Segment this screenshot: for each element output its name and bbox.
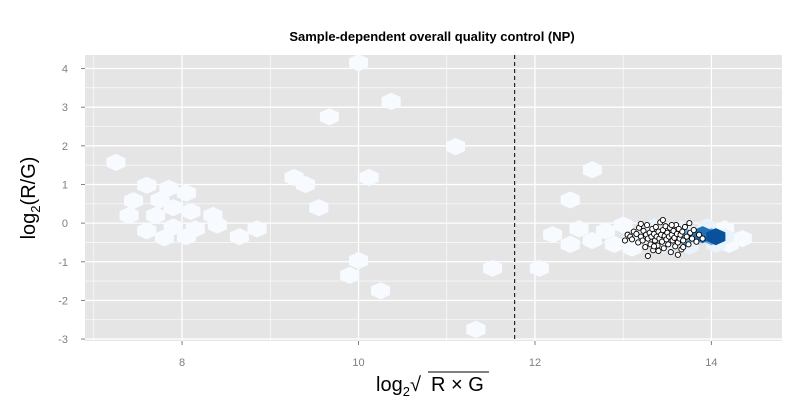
hexbin (176, 184, 196, 202)
hexbin (596, 222, 616, 240)
y-axis-label: log2(R/G) (18, 157, 43, 240)
data-point (652, 223, 659, 231)
x-label-subscript: 2 (403, 384, 410, 399)
data-point (681, 223, 688, 231)
data-point (668, 222, 675, 229)
hexbin (159, 179, 179, 197)
hexbin (381, 92, 401, 110)
hexbin (146, 206, 166, 224)
chart-title: Sample-dependent overall quality control… (289, 29, 574, 44)
hexbin (137, 176, 157, 194)
hexbin (229, 228, 249, 246)
hexbin (349, 54, 368, 72)
data-point (683, 233, 690, 240)
data-point (633, 230, 640, 237)
hexbin (371, 282, 391, 300)
y-tick-label: -3 (58, 334, 68, 346)
data-point (637, 220, 644, 227)
y-tick-label: 4 (62, 64, 68, 76)
y-label-subscript: 2 (28, 205, 43, 212)
data-point (690, 227, 697, 234)
hexbin (543, 226, 563, 244)
data-point (667, 249, 674, 256)
y-tick-label: 0 (62, 218, 68, 230)
data-point (693, 238, 700, 245)
x-axis-label: log2√ R × G (376, 371, 489, 399)
data-point (660, 245, 667, 252)
y-tick-label: 3 (62, 102, 68, 114)
data-point (659, 216, 666, 224)
hexbin (106, 153, 126, 171)
data-point (621, 237, 629, 244)
hexbin (181, 202, 201, 221)
data-point (679, 228, 686, 235)
hexbin (582, 231, 602, 250)
data-point (688, 235, 696, 242)
hexbin (706, 228, 726, 246)
points-layer (621, 216, 706, 260)
hexbin (163, 199, 183, 217)
data-point (674, 251, 681, 258)
data-point (655, 247, 662, 254)
x-tick-label: 12 (529, 357, 541, 369)
hexbin (560, 191, 580, 209)
data-point (628, 236, 636, 243)
data-point (644, 252, 651, 260)
data-point (686, 220, 693, 227)
hexbin (296, 175, 316, 194)
data-point (685, 241, 692, 248)
hexbin (483, 259, 503, 277)
plot-panel (85, 55, 782, 341)
x-label-expression: R × G (431, 374, 484, 396)
y-tick-label: 2 (62, 141, 68, 153)
x-label-radical: √ (410, 374, 421, 396)
svg-text:log2√: log2√ (376, 374, 421, 399)
hexbin (247, 220, 267, 238)
x-axis-ticks: 8 10 12 14 (179, 341, 718, 369)
y-tick-label: -1 (58, 257, 68, 269)
data-point (699, 235, 706, 242)
hexbin (446, 138, 466, 156)
y-axis-ticks: -3 -2 -1 0 1 2 3 4 (58, 64, 85, 346)
hexbin (119, 206, 139, 224)
data-point (642, 244, 649, 251)
hexbin (604, 235, 624, 253)
hexbin (560, 235, 580, 253)
y-tick-label: -2 (58, 295, 68, 307)
hexbin (176, 228, 196, 246)
y-label-prefix: log (18, 213, 40, 240)
hexbin (154, 229, 174, 247)
hexbin (137, 222, 157, 240)
hexbin (529, 259, 549, 277)
hexbin (340, 266, 360, 284)
grid-lines (85, 55, 782, 341)
x-tick-label: 8 (179, 357, 185, 369)
hexbin (349, 252, 368, 270)
hexbin (359, 168, 379, 187)
hexbin (207, 216, 227, 234)
x-tick-label: 10 (352, 357, 364, 369)
data-point (696, 231, 703, 238)
y-tick-label: 1 (62, 179, 68, 191)
x-tick-label: 14 (705, 357, 717, 369)
data-point (665, 241, 672, 248)
y-label-expression: (R/G) (18, 157, 40, 206)
data-point (680, 244, 687, 251)
hexbin (466, 320, 486, 338)
hexbin (613, 216, 633, 234)
data-point (680, 237, 687, 244)
hexbin (582, 161, 602, 179)
x-label-prefix: log (376, 374, 403, 396)
hexbin (319, 108, 339, 126)
hexbin (732, 230, 752, 248)
data-point (643, 222, 651, 229)
hexbin (124, 192, 144, 210)
data-point (639, 237, 646, 244)
data-point (651, 243, 658, 250)
hexbin (569, 220, 589, 238)
hexbin (309, 199, 329, 217)
